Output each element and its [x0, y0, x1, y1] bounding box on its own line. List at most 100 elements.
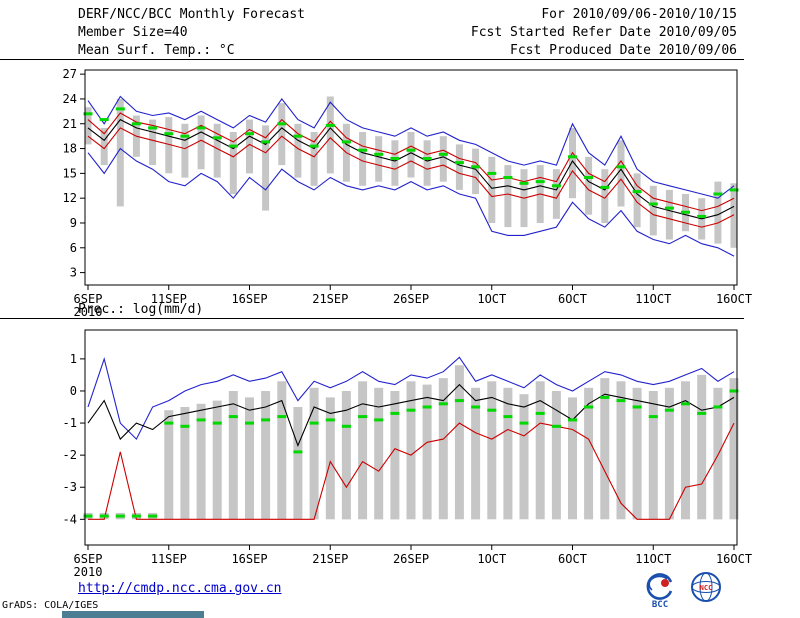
x-tick-label: 11OCT: [635, 292, 671, 306]
median-dash-marker: [632, 405, 642, 409]
ensemble-spread-bar: [164, 410, 174, 520]
series-line-ensemble-mean: [87, 383, 735, 448]
median-dash-marker: [358, 148, 368, 152]
produced-date: Fcst Produced Date 2010/09/06: [510, 43, 737, 58]
ensemble-spread-bar: [600, 378, 610, 520]
median-dash-marker: [551, 424, 561, 428]
ensemble-spread-bar: [228, 391, 238, 520]
median-dash-marker: [212, 421, 222, 425]
median-dash-marker: [309, 144, 319, 148]
ensemble-spread-bar: [293, 407, 303, 520]
median-dash-marker: [697, 411, 707, 415]
series-line-lower-quartile: [87, 127, 735, 228]
x-tick-label: 11SEP: [151, 292, 187, 306]
ensemble-spread-bar: [374, 387, 384, 520]
median-dash-marker: [325, 418, 335, 422]
median-dash-marker: [358, 415, 368, 419]
median-dash-marker: [374, 418, 384, 422]
x-tick-label: 6SEP: [74, 292, 103, 306]
ensemble-spread-bar: [197, 115, 205, 170]
ensemble-spread-bar: [116, 98, 124, 207]
ensemble-spread-bar: [246, 119, 253, 174]
ensemble-spread-bar: [632, 387, 642, 520]
ensemble-spread-bar: [262, 125, 270, 211]
cmdp-url-link[interactable]: http://cmdp.ncc.cma.gov.cn: [78, 581, 282, 596]
median-dash-marker: [487, 408, 497, 412]
ensemble-spread-bar: [569, 127, 576, 199]
median-dash-marker: [535, 180, 545, 184]
median-dash-marker: [648, 415, 658, 419]
median-dash-marker: [600, 185, 610, 189]
ensemble-spread-bar: [697, 374, 707, 520]
median-dash-marker: [115, 107, 125, 111]
median-dash-marker: [616, 165, 626, 169]
median-dash-marker: [584, 405, 594, 409]
bcc-logo-label: BCC: [652, 600, 668, 610]
median-dash-marker: [664, 408, 674, 412]
series-line-ensemble-max: [87, 356, 735, 441]
ensemble-spread-bar: [584, 387, 594, 520]
median-dash-marker: [180, 134, 190, 138]
median-dash-marker: [729, 389, 739, 393]
median-dash-marker: [503, 415, 513, 419]
median-dash-marker: [438, 402, 448, 406]
grads-credit: GrADS: COLA/IGES: [2, 600, 99, 611]
ensemble-spread-bar: [519, 394, 529, 520]
median-dash-marker: [422, 405, 432, 409]
median-dash-marker: [487, 171, 497, 175]
ensemble-spread-bar: [278, 103, 286, 166]
ensemble-spread-bar: [601, 169, 609, 223]
median-dash-marker: [164, 132, 174, 136]
forecast-range: For 2010/09/06-2010/10/15: [541, 7, 737, 22]
median-dash-marker: [584, 176, 594, 179]
x-tick-label: 26SEP: [393, 292, 429, 306]
median-dash-marker: [390, 411, 400, 415]
ensemble-spread-bar: [504, 165, 512, 228]
bcc-swirl-icon: [646, 573, 673, 600]
y-tick-label: 6: [70, 241, 77, 255]
series-line-upper-quartile: [87, 112, 735, 212]
series-line-ensemble-min: [88, 422, 735, 520]
ensemble-spread-bar: [423, 140, 431, 186]
ensemble-spread-bar: [585, 156, 593, 215]
median-dash-marker: [390, 157, 400, 160]
ensemble-spread-bar: [181, 123, 189, 178]
ensemble-spread-bar: [325, 397, 335, 520]
ensemble-spread-bar: [261, 391, 271, 520]
median-dash-marker: [503, 176, 513, 179]
ensemble-spread-bar: [309, 387, 319, 520]
median-dash-marker: [568, 155, 577, 159]
ensemble-spread-bar: [100, 127, 108, 166]
ensemble-spread-bar: [488, 156, 496, 223]
ensemble-spread-bar: [664, 387, 674, 520]
median-dash-marker: [99, 118, 109, 122]
median-dash-marker: [341, 140, 351, 144]
x-tick-label: 26SEP: [393, 552, 429, 566]
header-divider: [0, 59, 744, 60]
ensemble-spread-bar: [422, 384, 432, 520]
median-dash-marker: [148, 514, 158, 518]
y-tick-label: 15: [63, 166, 77, 180]
median-dash-marker: [228, 415, 238, 419]
ensemble-spread-bar: [245, 397, 254, 520]
median-dash-marker: [325, 123, 335, 127]
x-year-label: 2010: [74, 305, 103, 319]
x-tick-label: 6OCT: [558, 292, 587, 306]
x-tick-label: 6OCT: [558, 552, 587, 566]
y-tick-label: -4: [63, 512, 77, 526]
median-dash-marker: [212, 136, 222, 140]
ensemble-spread-bar: [535, 381, 545, 520]
x-tick-label: 6SEP: [74, 552, 103, 566]
median-dash-marker: [471, 165, 481, 169]
ensemble-spread-bar: [472, 148, 480, 195]
median-dash-marker: [309, 421, 319, 425]
app-title: DERF/NCC/BCC Monthly Forecast: [78, 7, 305, 22]
median-dash-marker: [729, 188, 739, 192]
median-dash-marker: [115, 514, 125, 518]
median-dash-marker: [454, 161, 464, 165]
median-dash-marker: [293, 450, 303, 454]
median-dash-marker: [99, 514, 109, 518]
series-line-ensemble-max: [87, 95, 735, 199]
